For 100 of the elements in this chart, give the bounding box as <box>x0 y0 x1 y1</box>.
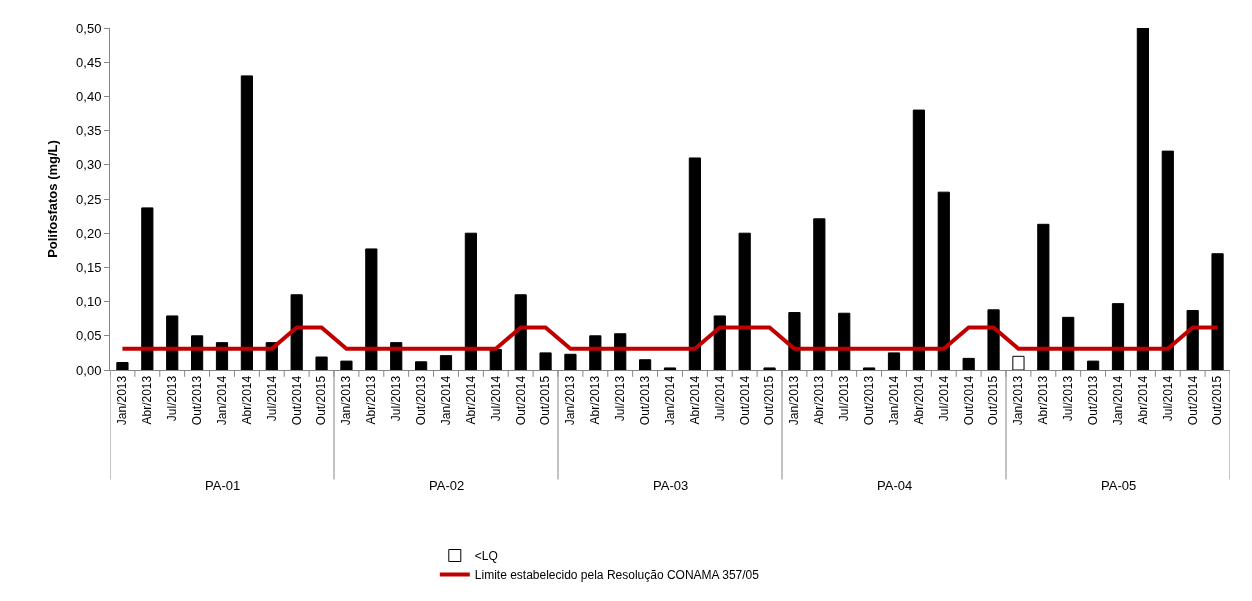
x-tick-label: Jul/2014 <box>1160 375 1175 422</box>
x-tick-label: Out/2013 <box>190 375 205 426</box>
bar <box>415 361 428 370</box>
x-tick-label: Jul/2014 <box>264 375 279 422</box>
bar <box>539 352 552 370</box>
bar <box>1012 355 1025 370</box>
bar <box>813 218 826 370</box>
x-tick-label: Out/2015 <box>762 375 777 426</box>
x-tick-label: Abr/2014 <box>1135 375 1150 425</box>
x-tick-label: Jan/2013 <box>787 375 802 426</box>
x-tick-label: Jan/2013 <box>339 375 354 426</box>
x-tick-label: Abr/2014 <box>463 375 478 425</box>
x-tick-label: Jul/2014 <box>488 375 503 422</box>
x-tick-label: Jan/2014 <box>438 375 453 426</box>
bar <box>166 315 179 370</box>
legend-label: Limite estabelecido pela Resolução CONAMA 357/05 <box>474 568 760 583</box>
bar <box>116 361 129 370</box>
bar <box>439 355 453 370</box>
x-tick-label: Abr/2014 <box>687 375 702 425</box>
x-tick-label: Out/2015 <box>314 375 329 426</box>
x-tick-label: Abr/2013 <box>140 375 155 425</box>
bar <box>1037 223 1050 370</box>
bar <box>838 312 851 370</box>
x-tick-label: Abr/2014 <box>239 375 254 425</box>
x-tick-label: Jul/2013 <box>613 375 628 422</box>
bar <box>688 157 701 370</box>
bar <box>564 353 577 370</box>
y-axis-title: Polifosfatos (mg/L) <box>45 140 61 258</box>
x-tick-label: Jan/2014 <box>662 375 677 426</box>
bar <box>315 356 328 370</box>
bar <box>788 312 801 370</box>
text: PA-04 <box>877 478 913 493</box>
x-tick-label: Jan/2013 <box>1011 375 1026 426</box>
bar <box>763 367 776 370</box>
bar <box>1111 303 1125 370</box>
bar <box>863 367 876 370</box>
bar <box>240 75 253 370</box>
bar <box>1186 309 1199 370</box>
text: PA-03 <box>653 478 689 493</box>
bar <box>141 207 154 370</box>
y-tick-label: 0,30 <box>76 157 102 173</box>
y-tick-label: 0,25 <box>76 191 102 207</box>
x-tick-label: Out/2014 <box>737 375 752 426</box>
text: PA-02 <box>429 478 465 493</box>
x-tick-label: Abr/2013 <box>588 375 603 425</box>
x-tick-label: Out/2015 <box>1210 375 1225 426</box>
y-tick-label: 0,15 <box>76 259 102 275</box>
y-tick-label: 0,05 <box>76 328 102 344</box>
text: PA-05 <box>1101 478 1137 493</box>
bar <box>912 109 925 370</box>
bar <box>1062 316 1075 370</box>
x-tick-label: Jul/2013 <box>837 375 852 422</box>
x-tick-label: Out/2013 <box>638 375 653 426</box>
x-tick-label: Out/2015 <box>538 375 553 426</box>
x-tick-label: Abr/2013 <box>1036 375 1051 425</box>
y-tick-label: 0,35 <box>76 123 102 139</box>
x-tick-label: Jul/2014 <box>936 375 951 422</box>
bar <box>713 315 726 370</box>
x-tick-label: Out/2013 <box>414 375 429 426</box>
x-tick-label: Jul/2013 <box>389 375 404 422</box>
bar <box>1211 253 1224 370</box>
x-tick-label: Jul/2013 <box>165 375 180 422</box>
bar <box>639 359 652 370</box>
x-tick-label: Out/2014 <box>1185 375 1200 426</box>
bar <box>987 309 1000 370</box>
bar <box>514 294 527 370</box>
text: PA-01 <box>205 478 241 493</box>
y-tick-label: 0,45 <box>76 54 102 70</box>
x-tick-label: Out/2015 <box>986 375 1001 426</box>
legend-label: <LQ <box>474 549 498 564</box>
x-tick-label: Out/2013 <box>862 375 877 426</box>
x-tick-label: Abr/2013 <box>364 375 379 425</box>
x-tick-label: Out/2013 <box>1086 375 1101 426</box>
bar <box>464 232 477 370</box>
x-tick-label: Jul/2013 <box>1061 375 1076 422</box>
x-tick-label: Jan/2014 <box>1110 375 1125 426</box>
y-tick-label: 0,10 <box>76 294 102 310</box>
bar <box>738 232 751 370</box>
bar <box>1136 28 1149 370</box>
x-tick-label: Jan/2014 <box>214 375 229 426</box>
x-tick-label: Out/2014 <box>513 375 528 426</box>
bar <box>962 357 975 370</box>
bar <box>340 360 353 370</box>
x-tick-label: Out/2014 <box>289 375 304 426</box>
y-tick-label: 0,20 <box>76 225 102 241</box>
x-tick-label: Out/2014 <box>961 375 976 426</box>
bar <box>1161 150 1174 370</box>
x-tick-label: Jan/2013 <box>115 375 130 426</box>
x-tick-label: Jan/2013 <box>563 375 578 426</box>
y-tick-label: 0,40 <box>76 88 102 104</box>
bar <box>887 352 901 370</box>
x-tick-label: Abr/2014 <box>911 375 926 425</box>
x-tick-label: Jan/2014 <box>886 375 901 426</box>
bar <box>663 367 677 370</box>
bar <box>937 191 950 370</box>
bar <box>489 348 502 370</box>
bar <box>365 248 378 370</box>
x-tick-label: Abr/2013 <box>812 375 827 425</box>
y-tick-label: 0,50 <box>76 20 102 36</box>
x-tick-label: Jul/2014 <box>712 375 727 422</box>
